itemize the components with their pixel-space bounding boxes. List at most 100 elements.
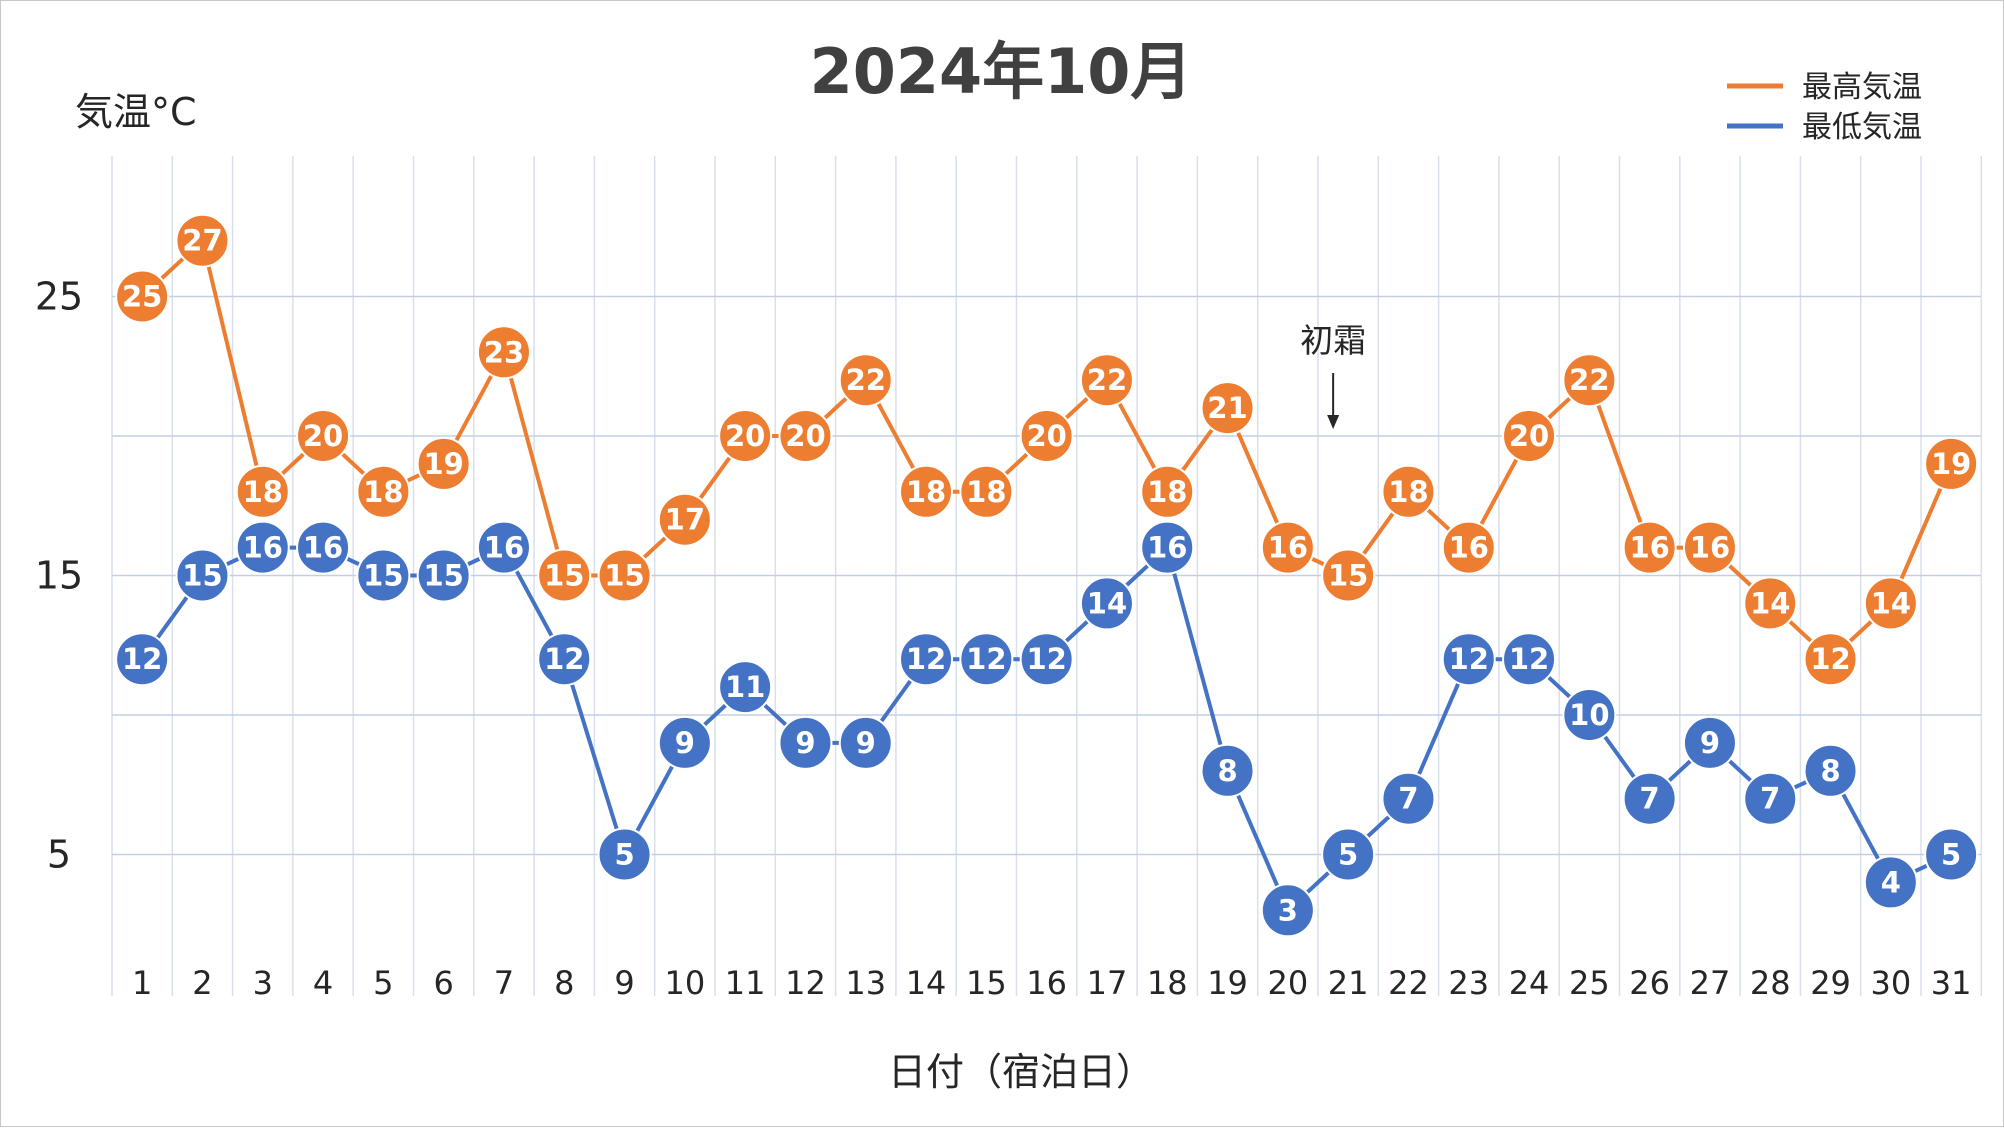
- x-tick-label: 3: [253, 964, 273, 1002]
- x-tick-label: 17: [1087, 964, 1128, 1002]
- x-tick-label: 11: [725, 964, 766, 1002]
- data-point: [1863, 576, 1918, 631]
- data-label: 7: [1640, 782, 1660, 816]
- data-point: [959, 464, 1014, 519]
- data-label: 21: [1207, 391, 1247, 425]
- data-point: [838, 715, 893, 770]
- x-tick-label: 26: [1629, 964, 1670, 1002]
- data-label: 12: [122, 642, 162, 676]
- data-label: 20: [725, 419, 765, 453]
- data-point: [1200, 381, 1255, 436]
- data-label: 15: [363, 559, 403, 593]
- data-point: [1502, 409, 1557, 463]
- y-axis-ticks: 5 15 25: [35, 275, 83, 877]
- data-label: 8: [1217, 754, 1237, 788]
- x-tick-label: 7: [494, 964, 514, 1002]
- legend-label: 最低気温: [1802, 110, 1922, 145]
- data-label: 23: [484, 335, 524, 369]
- data-point: [1019, 409, 1074, 463]
- data-label: 15: [544, 559, 584, 593]
- data-label: 12: [1509, 642, 1549, 676]
- data-point: [1743, 771, 1798, 826]
- data-point: [1140, 520, 1195, 575]
- x-tick-label: 27: [1690, 964, 1731, 1002]
- y-axis-label: 気温°C: [75, 90, 197, 134]
- data-label: 22: [1569, 363, 1609, 397]
- data-label: 15: [604, 559, 644, 593]
- data-label: 16: [1147, 531, 1187, 565]
- x-tick-label: 24: [1509, 964, 1550, 1002]
- annotation-arrow-head: [1327, 415, 1340, 429]
- series-max: 25 27 18 20 18 19 23 15 15 17 20 20 22 18 18 20 22 18 21 16…: [115, 213, 1979, 687]
- data-point: [416, 548, 471, 603]
- data-label: 16: [1268, 531, 1308, 565]
- data-label: 7: [1760, 782, 1780, 816]
- data-label: 16: [484, 531, 524, 565]
- data-label: 25: [122, 280, 162, 314]
- data-point: [1140, 464, 1195, 519]
- data-label: 9: [675, 726, 695, 760]
- data-point: [1381, 464, 1436, 519]
- data-point: [657, 492, 712, 547]
- data-point: [175, 213, 230, 268]
- data-label: 16: [303, 531, 343, 565]
- data-label: 15: [1328, 559, 1368, 593]
- x-tick-label: 21: [1328, 964, 1369, 1002]
- data-label: 19: [423, 447, 463, 481]
- x-tick-label: 5: [373, 964, 393, 1002]
- data-label: 9: [795, 726, 815, 760]
- data-label: 18: [1147, 475, 1187, 509]
- x-tick-label: 31: [1931, 964, 1972, 1002]
- data-label: 17: [665, 503, 705, 537]
- data-label: 12: [1449, 642, 1489, 676]
- x-tick-label: 30: [1870, 964, 1911, 1002]
- data-point: [476, 325, 531, 380]
- data-label: 5: [614, 838, 634, 872]
- data-point: [115, 269, 170, 324]
- data-point: [778, 715, 833, 770]
- data-label: 12: [1026, 642, 1066, 676]
- data-label: 4: [1881, 865, 1901, 899]
- x-axis-label: 日付（宿泊日）: [888, 1050, 1154, 1094]
- data-label: 16: [1449, 531, 1489, 565]
- x-tick-label: 9: [614, 964, 634, 1002]
- x-tick-label: 15: [966, 964, 1007, 1002]
- data-point: [1381, 771, 1436, 826]
- data-point: [537, 548, 592, 603]
- data-point: [1321, 548, 1376, 603]
- annotation-layer: 初霜: [1300, 321, 1366, 429]
- legend-label: 最高気温: [1802, 70, 1922, 105]
- y-tick-label: 25: [35, 275, 83, 319]
- x-tick-label: 1: [132, 964, 152, 1002]
- series-layer: 25 27 18 20 18 19 23 15 15 17 20 20 22 18 18 20 22 18 21 16…: [115, 213, 1979, 938]
- data-label: 7: [1398, 782, 1418, 816]
- data-point: [1743, 576, 1798, 631]
- data-point: [597, 548, 652, 603]
- data-label: 5: [1941, 838, 1961, 872]
- data-point: [175, 548, 230, 603]
- y-tick-label: 5: [47, 833, 71, 877]
- x-tick-label: 6: [433, 964, 453, 1002]
- chart-title: 2024年10月: [810, 35, 1193, 108]
- data-point: [1622, 771, 1677, 826]
- x-tick-label: 23: [1448, 964, 1489, 1002]
- data-point: [1079, 353, 1134, 408]
- data-label: 20: [1026, 419, 1066, 453]
- x-tick-label: 22: [1388, 964, 1429, 1002]
- x-tick-label: 10: [664, 964, 705, 1002]
- data-label: 14: [1087, 586, 1127, 620]
- data-label: 12: [966, 642, 1006, 676]
- data-label: 10: [1569, 698, 1609, 732]
- data-point: [657, 715, 712, 770]
- data-point: [115, 632, 170, 687]
- data-label: 27: [182, 224, 222, 258]
- data-point: [1441, 632, 1496, 687]
- data-label: 18: [906, 475, 946, 509]
- annotation-label: 初霜: [1300, 321, 1366, 360]
- data-point: [1682, 715, 1737, 770]
- x-tick-label: 13: [845, 964, 886, 1002]
- data-label: 16: [1690, 531, 1730, 565]
- x-axis-ticks: 1 2 3 4 5 6 7 8 9 10 11 12 13 14 15 16 17 18 19 20 21 22 23 24 2…: [132, 964, 1972, 1002]
